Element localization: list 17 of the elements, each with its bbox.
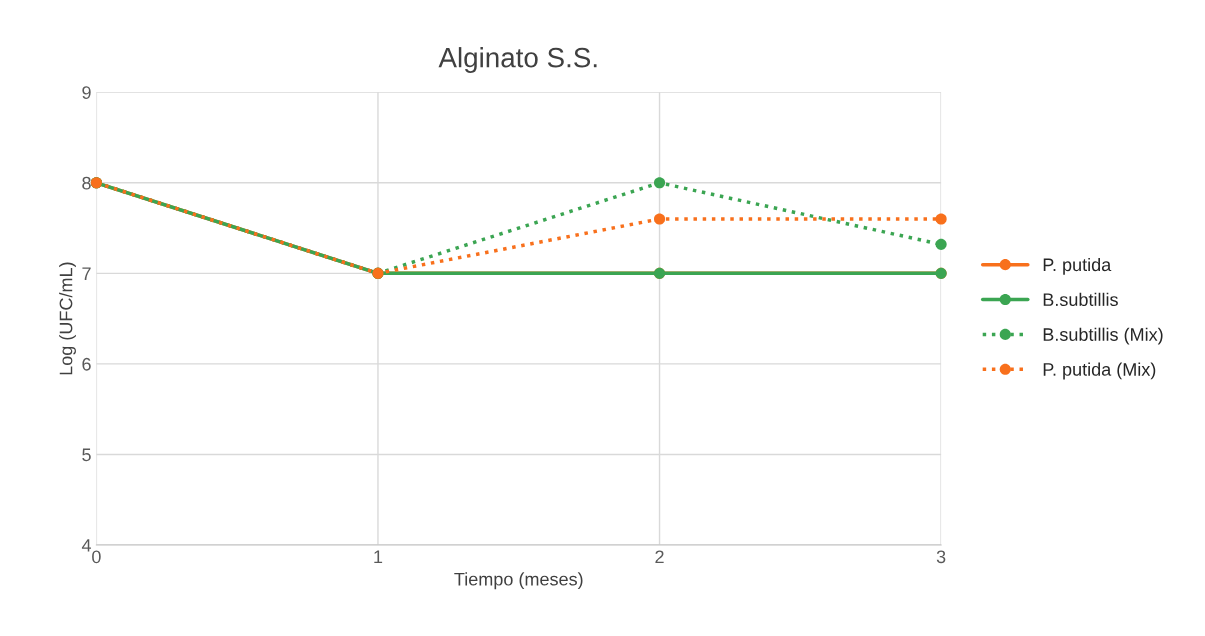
x-axis-title: Tiempo (meses) <box>454 572 583 590</box>
y-tick-label: 9 <box>82 86 91 99</box>
x-tick-label: 2 <box>655 550 664 563</box>
y-tick-label: 7 <box>82 267 91 280</box>
y-tick-label: 6 <box>82 357 91 371</box>
y-tick-label: 8 <box>82 176 91 190</box>
x-tick-label: 0 <box>92 550 101 564</box>
legend-label: P. putida (Mix) <box>1043 362 1156 380</box>
y-tick-label: 4 <box>81 539 92 552</box>
legend-label: P. putida <box>1043 257 1112 275</box>
legend-label: B.subtillis <box>1043 292 1118 307</box>
legend-label: B.subtillis (Mix) <box>1043 327 1163 345</box>
y-axis-title: Log (UFC/mL) <box>59 262 76 375</box>
x-tick-label: 3 <box>936 550 946 564</box>
chart-title: Alginato S.S. <box>438 47 597 73</box>
y-tick-label: 5 <box>82 448 91 462</box>
x-tick-label: 1 <box>374 550 383 563</box>
